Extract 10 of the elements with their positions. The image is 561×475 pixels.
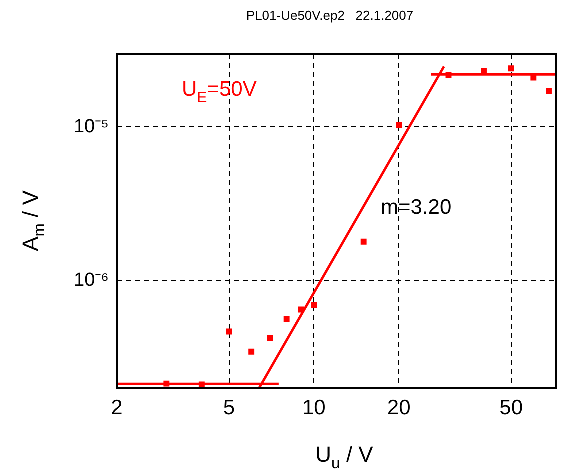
x-tick-label: 50: [500, 396, 524, 420]
y-axis-title: Am / V: [18, 190, 49, 252]
chart-title: PL01-Ue50V.ep2 22.1.2007: [246, 8, 414, 23]
x-tick-label: 5: [223, 396, 236, 420]
x-tick-label: 2: [111, 396, 123, 420]
x-tick-label: 20: [387, 396, 411, 420]
y-tick-label: 10⁻⁵: [74, 116, 109, 138]
annotation: m=3.20: [381, 196, 452, 219]
y-tick-label: 10⁻⁶: [74, 270, 109, 291]
x-tick-label: 10: [302, 396, 326, 420]
